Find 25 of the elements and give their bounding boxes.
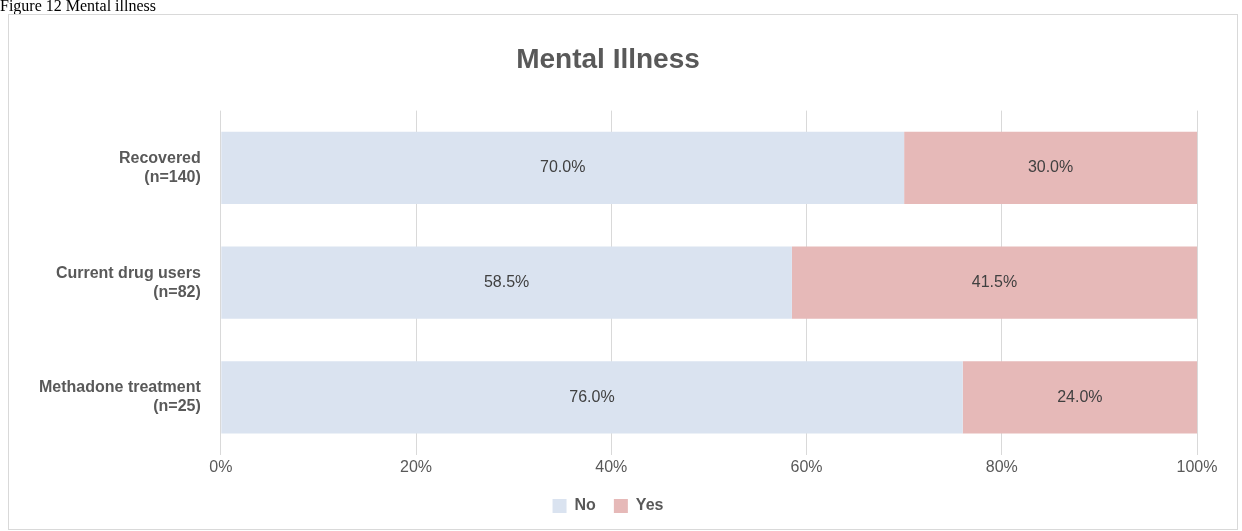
x-tick-label: 60% bbox=[790, 457, 823, 475]
bar bbox=[221, 361, 963, 434]
data-label: 70.0% bbox=[540, 158, 586, 176]
bar bbox=[221, 131, 905, 205]
x-tick-label: 100% bbox=[1176, 457, 1218, 475]
bar bbox=[221, 246, 792, 319]
x-tick-label: 80% bbox=[985, 457, 1018, 475]
legend-label: Yes bbox=[635, 496, 664, 514]
data-label: 41.5% bbox=[971, 273, 1018, 291]
x-tick-label: 0% bbox=[209, 457, 233, 475]
data-label: 30.0% bbox=[1027, 158, 1074, 176]
data-label: 24.0% bbox=[1057, 387, 1103, 405]
bar bbox=[904, 131, 1197, 205]
data-label: 76.0% bbox=[569, 387, 615, 405]
bar bbox=[962, 361, 1197, 434]
bar bbox=[791, 246, 1197, 319]
caption: Figure 12 Mental illness bbox=[0, 0, 156, 15]
x-tick-label: 40% bbox=[595, 457, 628, 475]
chart-title: Mental Illness bbox=[516, 42, 700, 74]
x-tick-label: 20% bbox=[400, 457, 433, 475]
legend-label: No bbox=[574, 496, 597, 514]
y-tick-label: Current drug users (n=82) bbox=[55, 263, 201, 300]
y-tick-label: Methadone treatment (n=25) bbox=[39, 378, 202, 415]
data-label: 58.5% bbox=[483, 273, 530, 291]
y-tick-label: Recovered (n=140) bbox=[118, 148, 201, 185]
